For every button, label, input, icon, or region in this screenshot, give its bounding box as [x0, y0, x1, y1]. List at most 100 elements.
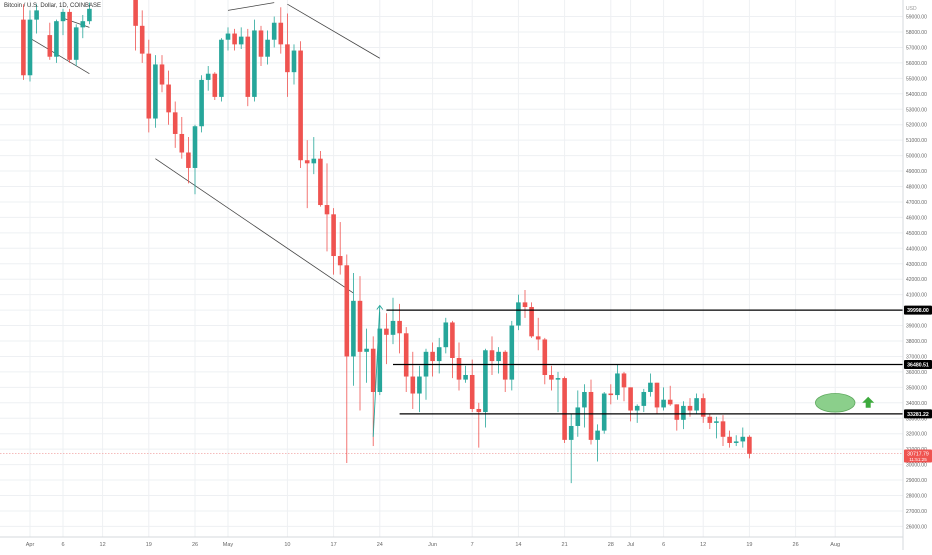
candle-bearish	[562, 376, 567, 443]
candle-body	[304, 160, 310, 164]
candle-bullish	[601, 391, 607, 434]
candle-body	[463, 374, 468, 380]
candle-bullish	[582, 384, 587, 428]
candle-bullish	[509, 320, 515, 391]
y-tick-label: 52000.00	[906, 123, 927, 129]
candle-body	[634, 405, 640, 411]
level-price-label: 36480.51	[907, 362, 929, 368]
candle-bearish	[608, 384, 614, 405]
candle-bearish	[232, 28, 237, 51]
candle-bullish	[714, 416, 719, 439]
candle-bullish	[54, 19, 59, 63]
candle-body	[311, 158, 317, 164]
level-price-label: 39998.00	[907, 308, 929, 314]
candle-bearish	[588, 379, 594, 445]
candle-bearish	[403, 327, 409, 392]
y-tick-label: 45000.00	[906, 231, 927, 237]
candle-body	[687, 405, 693, 411]
level-price-tag	[904, 305, 932, 315]
candle-bullish	[496, 347, 501, 374]
candle-body	[133, 0, 138, 26]
target-ellipse[interactable]	[815, 393, 856, 413]
candle-body	[225, 33, 231, 40]
candle-bullish	[291, 44, 297, 85]
y-tick-label: 33000.00	[906, 416, 927, 422]
candle-body	[80, 21, 86, 28]
x-tick-label: 21	[562, 542, 568, 548]
candle-body	[27, 19, 33, 76]
candle-bullish	[694, 393, 699, 414]
candle-body	[245, 36, 251, 97]
x-tick-label: 6	[61, 542, 64, 548]
price-axis[interactable]: 26000.00 27000.00 28000.00 29000.00 30000.00…	[902, 0, 927, 550]
candle-body	[436, 347, 442, 362]
candle-body	[271, 22, 277, 40]
candle-bearish	[707, 413, 713, 430]
candle-body	[21, 19, 26, 76]
candle-bearish	[621, 371, 627, 402]
candle-bearish	[700, 393, 706, 423]
candle-bearish	[430, 342, 435, 377]
candle-body	[199, 79, 204, 127]
candle-body	[714, 421, 719, 423]
candle-bearish	[159, 55, 165, 93]
candle-bearish	[469, 359, 475, 413]
trend-line[interactable]	[287, 3, 381, 59]
candle-bearish	[489, 336, 495, 375]
trend-line[interactable]	[227, 2, 275, 11]
candle-bearish	[542, 337, 548, 385]
candle-body	[172, 112, 178, 134]
candle-bearish	[258, 25, 264, 66]
x-tick-label: May	[223, 542, 234, 548]
currency-label: USD	[906, 6, 917, 12]
x-tick-label: Jun	[428, 542, 437, 548]
candle-bullish	[219, 38, 224, 102]
candle-bearish	[667, 385, 673, 406]
candle-body	[720, 421, 726, 437]
x-tick-label: 24	[377, 542, 383, 548]
candle-body	[390, 320, 396, 335]
symbol-title[interactable]: Bitcoin / U.S. Dollar, 1D, COINBASE	[4, 3, 102, 9]
candle-body	[727, 436, 732, 443]
candle-bearish	[166, 70, 171, 125]
candle-body	[516, 302, 521, 326]
candle-bullish	[27, 10, 33, 82]
time-axis[interactable]: Apr 6 12 19 26 May 10 17 24 Jun 7 14 21 28 Jul 6 12 19 26 A…	[0, 536, 903, 548]
candle-body	[153, 64, 158, 119]
candle-body	[67, 11, 72, 60]
candle-bearish	[278, 7, 284, 54]
candle-bullish	[516, 294, 521, 331]
trend-line[interactable]	[29, 37, 90, 75]
y-tick-label: 46000.00	[906, 215, 927, 221]
candle-body	[166, 84, 171, 113]
candle-body	[601, 393, 607, 431]
candle-body	[509, 325, 515, 380]
candle-bullish	[615, 364, 620, 400]
candle-body	[707, 416, 713, 423]
candle-body	[47, 35, 53, 57]
candle-body	[681, 405, 686, 420]
candle-body	[232, 33, 237, 45]
candle-body	[542, 339, 548, 375]
candle-body	[318, 158, 323, 206]
candle-bullish	[271, 16, 277, 48]
arrow-line[interactable]	[372, 305, 381, 437]
annotation-layer[interactable]	[372, 304, 903, 437]
candle-body	[377, 328, 383, 392]
candle-bearish	[357, 276, 363, 411]
candle-bearish	[628, 387, 633, 422]
y-tick-label: 57000.00	[906, 45, 927, 51]
candle-body	[344, 265, 350, 357]
x-tick-label: 12	[100, 542, 106, 548]
candle-bearish	[344, 254, 350, 464]
candle-bullish	[311, 137, 317, 175]
candle-bearish	[747, 435, 752, 459]
candle-body	[298, 50, 303, 161]
candle-bullish	[351, 273, 356, 386]
candle-body	[549, 374, 554, 380]
candle-bearish	[720, 415, 726, 447]
candle-body	[568, 425, 574, 440]
candle-bearish	[146, 39, 152, 133]
